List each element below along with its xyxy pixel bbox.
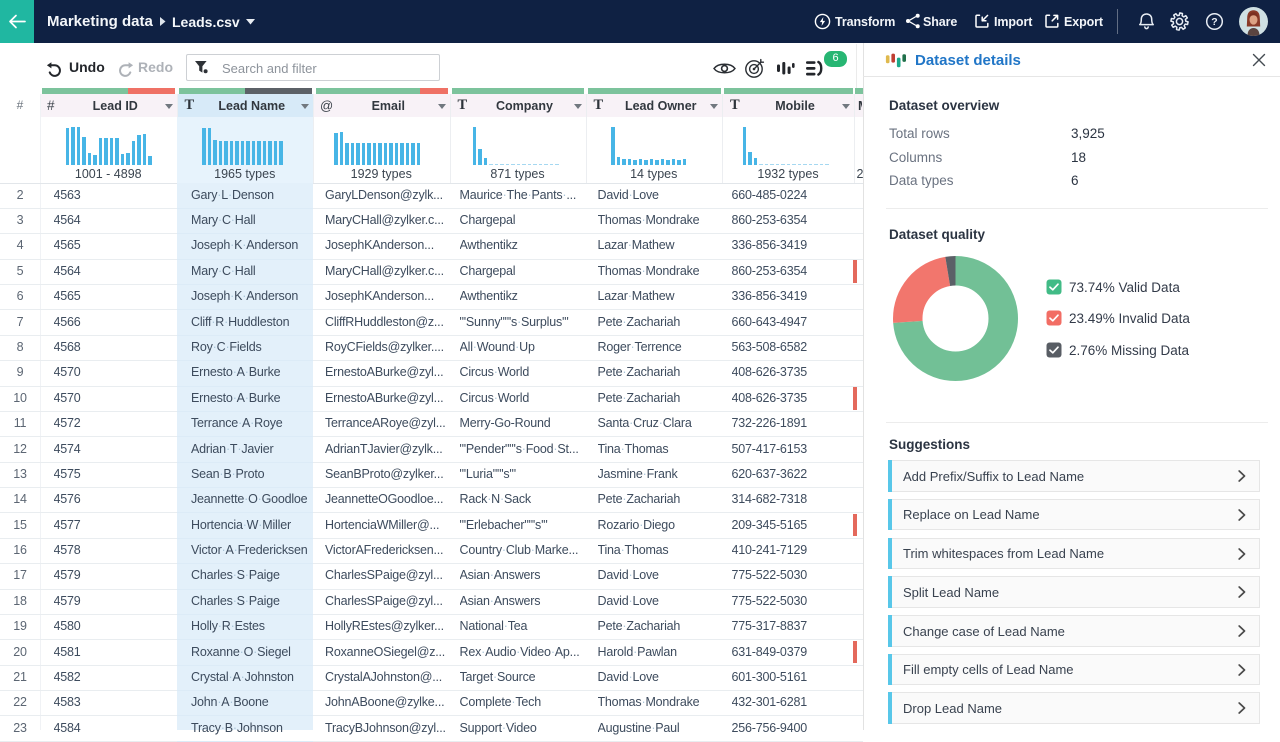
svg-text:?: ? [1211, 16, 1217, 28]
